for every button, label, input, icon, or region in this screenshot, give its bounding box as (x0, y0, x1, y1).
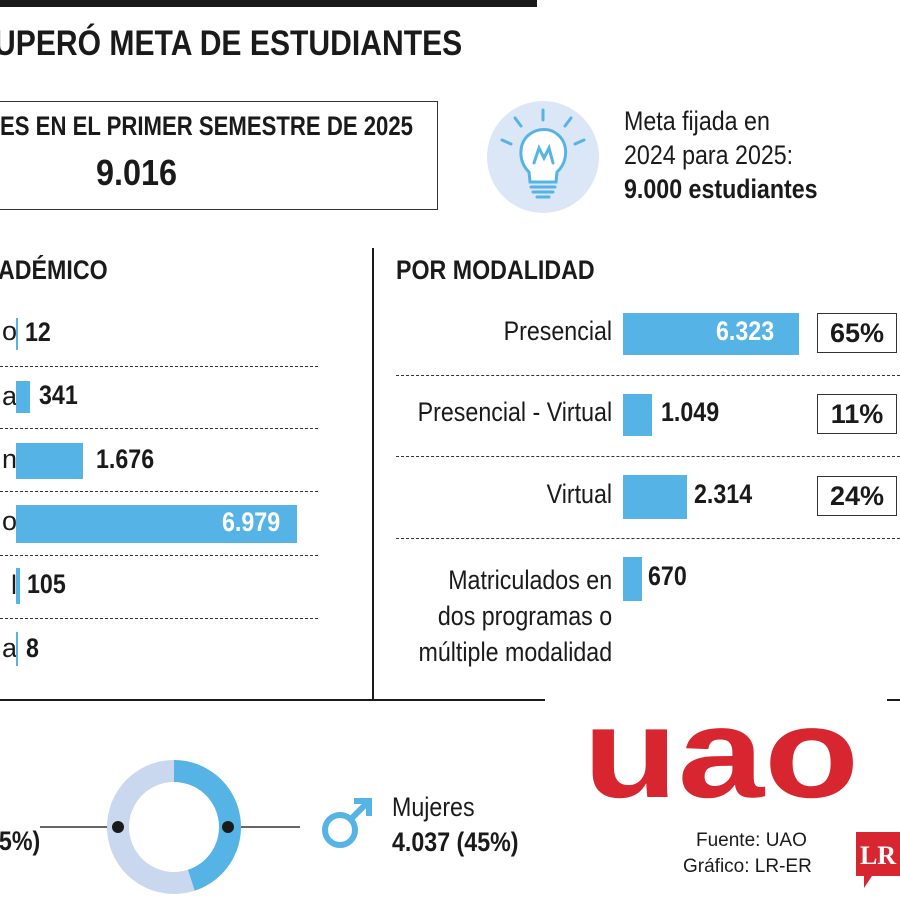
academic-cat-label: o (1, 316, 17, 346)
bottom-rule-right (887, 699, 900, 701)
modality-cat-label: Presencial (503, 316, 612, 346)
modality-value-label: 6.323 (716, 316, 775, 346)
academic-value-label: 6.979 (222, 507, 281, 537)
academic-bar (16, 568, 21, 604)
modality-pct-box: 24% (817, 476, 897, 516)
academic-cat-label: a (1, 633, 17, 663)
total-value: 9.016 (96, 152, 178, 193)
modality-pct-box: 65% (817, 313, 897, 353)
goal-line-2: 2024 para 2025: (624, 140, 794, 170)
row-separator (396, 456, 900, 457)
lr-badge: LR (856, 832, 900, 888)
academic-title: ADÉMICO (0, 255, 108, 285)
total-box (0, 101, 438, 210)
graphic-credit: Gráfico: LR-ER (683, 856, 812, 877)
row-separator (396, 538, 900, 539)
modality-cat-label: Presencial - Virtual (417, 397, 612, 427)
gender-donut-chart (40, 760, 300, 894)
academic-cat-label: n (1, 444, 17, 474)
donut-slice-men (107, 760, 195, 894)
goal-line-1: Meta fijada en (624, 106, 770, 136)
academic-value-label: 8 (26, 633, 39, 663)
source-label: Fuente: UAO (696, 830, 807, 851)
section-divider (372, 248, 374, 700)
top-rule (0, 0, 537, 7)
academic-value-label: 105 (27, 569, 66, 599)
page-title: UPERÓ META DE ESTUDIANTES (0, 24, 463, 63)
men-value-label: 55%) (0, 826, 41, 856)
row-separator (0, 618, 318, 619)
women-value-label: 4.037 (45%) (392, 827, 519, 857)
lightbulb-icon (487, 101, 599, 213)
modality-pct-box: 11% (817, 394, 897, 434)
academic-bar (16, 381, 30, 413)
academic-value-label: 12 (25, 317, 51, 347)
academic-bar (16, 632, 18, 666)
modality-value-label: 2.314 (694, 479, 753, 509)
academic-bar (16, 318, 18, 350)
row-separator (0, 366, 318, 367)
donut-slice-women (174, 760, 241, 891)
modality-cat-line: múltiple modalidad (418, 637, 612, 667)
academic-cat-label: o (1, 506, 17, 536)
modality-bar (623, 475, 688, 519)
gender-symbol-icon (322, 798, 372, 848)
lr-badge-text: LR (860, 841, 896, 870)
row-separator (0, 491, 318, 492)
academic-cat-label: l (11, 570, 17, 600)
goal-text: Meta fijada en 2024 para 2025: 9.000 est… (624, 104, 818, 206)
modality-cat-label-multi: Matriculados en dos programas o múltiple… (418, 562, 612, 670)
row-separator (0, 428, 318, 429)
academic-cat-label: a (1, 381, 17, 411)
uao-logo: uao (583, 700, 859, 810)
total-label: ES EN EL PRIMER SEMESTRE DE 2025 (0, 111, 413, 141)
modality-value-label: 1.049 (661, 397, 720, 427)
women-label: Mujeres (392, 792, 475, 822)
academic-bar (16, 443, 84, 479)
uao-logo-text: uao (583, 700, 859, 810)
modality-bar (623, 313, 799, 355)
modality-cat-label: Virtual (546, 479, 612, 509)
modality-bar (623, 557, 642, 601)
goal-line-3: 9.000 estudiantes (624, 174, 818, 204)
row-separator (0, 555, 318, 556)
leader-dot (112, 821, 124, 833)
leader-dot (222, 821, 234, 833)
academic-value-label: 341 (39, 380, 78, 410)
modality-cat-line: dos programas o (437, 601, 612, 631)
bottom-rule (0, 699, 545, 701)
modality-cat-line: Matriculados en (448, 565, 612, 595)
modality-bar (623, 394, 653, 436)
modality-value-label: 670 (648, 561, 687, 591)
modality-title: POR MODALIDAD (396, 255, 595, 285)
academic-value-label: 1.676 (96, 444, 155, 474)
academic-bar (16, 505, 297, 543)
row-separator (396, 375, 900, 376)
